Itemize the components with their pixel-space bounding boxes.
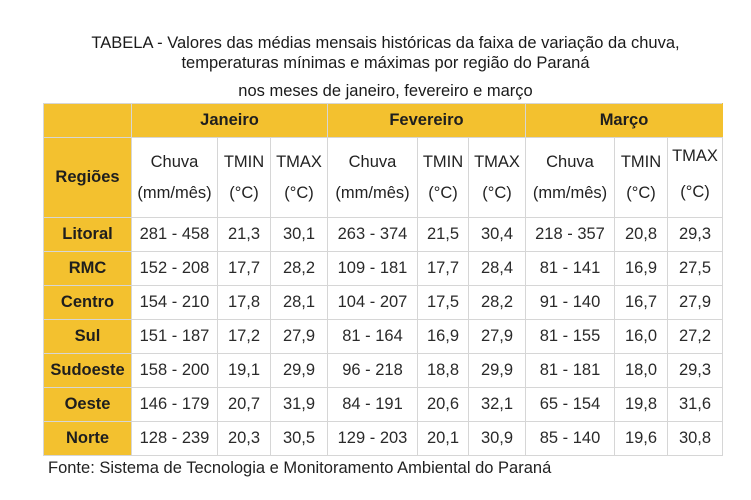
cell-fev-tmax: 29,9 (468, 353, 526, 388)
cell-jan-tmax: 28,2 (270, 251, 328, 286)
cell-jan-tmin: 17,8 (217, 285, 271, 320)
cell-jan-tmin: 21,3 (217, 217, 271, 252)
region-name: Norte (43, 421, 132, 456)
cell-fev-chuva: 129 - 203 (327, 421, 418, 456)
cell-mar-tmin: 16,7 (614, 285, 668, 320)
cell-mar-tmax: 27,2 (667, 319, 723, 354)
cell-fev-tmin: 20,6 (417, 387, 469, 422)
col-header-mar-tmax: TMAX (°C) (667, 137, 723, 218)
col-header-mar-chuva: Chuva (mm/mês) (525, 137, 615, 218)
region-name: Centro (43, 285, 132, 320)
cell-mar-tmax: 29,3 (667, 217, 723, 252)
corner-cell (43, 103, 132, 138)
cell-fev-tmax: 30,4 (468, 217, 526, 252)
cell-fev-tmin: 16,9 (417, 319, 469, 354)
table-row-oeste: Oeste 146 - 179 20,7 31,9 84 - 191 20,6 … (43, 387, 723, 422)
cell-mar-tmin: 19,6 (614, 421, 668, 456)
cell-mar-tmin: 18,0 (614, 353, 668, 388)
cell-fev-tmax: 28,2 (468, 285, 526, 320)
table-row-sudoeste: Sudoeste 158 - 200 19,1 29,9 96 - 218 18… (43, 353, 723, 388)
cell-jan-tmax: 27,9 (270, 319, 328, 354)
cell-fev-tmax: 27,9 (468, 319, 526, 354)
cell-fev-chuva: 104 - 207 (327, 285, 418, 320)
table-row-centro: Centro 154 - 210 17,8 28,1 104 - 207 17,… (43, 285, 723, 320)
cell-mar-chuva: 91 - 140 (525, 285, 615, 320)
cell-mar-tmin: 20,8 (614, 217, 668, 252)
cell-mar-chuva: 218 - 357 (525, 217, 615, 252)
region-name: Litoral (43, 217, 132, 252)
cell-jan-tmax: 29,9 (270, 353, 328, 388)
cell-fev-chuva: 263 - 374 (327, 217, 418, 252)
cell-jan-tmin: 20,7 (217, 387, 271, 422)
cell-jan-tmax: 31,9 (270, 387, 328, 422)
month-header-row: Janeiro Fevereiro Março (43, 103, 723, 138)
cell-jan-chuva: 146 - 179 (131, 387, 218, 422)
table-row-norte: Norte 128 - 239 20,3 30,5 129 - 203 20,1… (43, 421, 723, 456)
col-header-jan-tmax: TMAX (°C) (270, 137, 328, 218)
cell-jan-chuva: 128 - 239 (131, 421, 218, 456)
cell-jan-tmax: 30,1 (270, 217, 328, 252)
regions-header: Regiões (43, 137, 132, 218)
cell-mar-tmin: 16,9 (614, 251, 668, 286)
region-name: RMC (43, 251, 132, 286)
cell-mar-tmax: 31,6 (667, 387, 723, 422)
cell-fev-tmin: 20,1 (417, 421, 469, 456)
cell-mar-tmin: 16,0 (614, 319, 668, 354)
climate-table: Janeiro Fevereiro Março Regiões Chuva (mm… (43, 103, 723, 456)
cell-jan-chuva: 158 - 200 (131, 353, 218, 388)
cell-mar-tmin: 19,8 (614, 387, 668, 422)
cell-fev-tmax: 32,1 (468, 387, 526, 422)
cell-fev-chuva: 84 - 191 (327, 387, 418, 422)
cell-mar-chuva: 81 - 181 (525, 353, 615, 388)
col-header-mar-tmin: TMIN (°C) (614, 137, 668, 218)
col-header-jan-chuva: Chuva (mm/mês) (131, 137, 218, 218)
table-title-line-2: temperaturas mínimas e máximas por regiã… (181, 54, 590, 72)
cell-jan-chuva: 152 - 208 (131, 251, 218, 286)
cell-jan-tmin: 20,3 (217, 421, 271, 456)
table-title-line-1: TABELA - Valores das médias mensais hist… (91, 34, 680, 52)
cell-jan-tmax: 30,5 (270, 421, 328, 456)
cell-mar-tmax: 27,5 (667, 251, 723, 286)
cell-jan-tmax: 28,1 (270, 285, 328, 320)
cell-mar-tmax: 30,8 (667, 421, 723, 456)
cell-jan-chuva: 154 - 210 (131, 285, 218, 320)
cell-fev-chuva: 109 - 181 (327, 251, 418, 286)
region-name: Sudoeste (43, 353, 132, 388)
region-name: Oeste (43, 387, 132, 422)
col-header-fev-chuva: Chuva (mm/mês) (327, 137, 418, 218)
col-header-fev-tmax: TMAX (°C) (468, 137, 526, 218)
cell-fev-tmin: 17,7 (417, 251, 469, 286)
table-row-sul: Sul 151 - 187 17,2 27,9 81 - 164 16,9 27… (43, 319, 723, 354)
month-header-marco: Março (525, 103, 723, 138)
cell-fev-tmax: 28,4 (468, 251, 526, 286)
month-header-janeiro: Janeiro (131, 103, 328, 138)
cell-fev-chuva: 81 - 164 (327, 319, 418, 354)
column-header-row: Regiões Chuva (mm/mês) TMIN (°C) TMAX (°C) … (43, 137, 723, 218)
cell-mar-chuva: 85 - 140 (525, 421, 615, 456)
cell-jan-tmin: 17,7 (217, 251, 271, 286)
table-row-rmc: RMC 152 - 208 17,7 28,2 109 - 181 17,7 2… (43, 251, 723, 286)
region-name: Sul (43, 319, 132, 354)
cell-jan-tmin: 17,2 (217, 319, 271, 354)
cell-fev-tmin: 21,5 (417, 217, 469, 252)
col-header-jan-tmin: TMIN (°C) (217, 137, 271, 218)
cell-mar-chuva: 65 - 154 (525, 387, 615, 422)
cell-jan-chuva: 281 - 458 (131, 217, 218, 252)
table-row-litoral: Litoral 281 - 458 21,3 30,1 263 - 374 21… (43, 217, 723, 252)
cell-fev-chuva: 96 - 218 (327, 353, 418, 388)
month-header-fevereiro: Fevereiro (327, 103, 526, 138)
cell-mar-chuva: 81 - 155 (525, 319, 615, 354)
source-note: Fonte: Sistema de Tecnologia e Monitoram… (48, 459, 552, 477)
col-header-fev-tmin: TMIN (°C) (417, 137, 469, 218)
cell-fev-tmin: 17,5 (417, 285, 469, 320)
cell-fev-tmax: 30,9 (468, 421, 526, 456)
cell-fev-tmin: 18,8 (417, 353, 469, 388)
cell-jan-tmin: 19,1 (217, 353, 271, 388)
cell-jan-chuva: 151 - 187 (131, 319, 218, 354)
cell-mar-chuva: 81 - 141 (525, 251, 615, 286)
cell-mar-tmax: 27,9 (667, 285, 723, 320)
cell-mar-tmax: 29,3 (667, 353, 723, 388)
table-title-line-3: nos meses de janeiro, fevereiro e março (238, 82, 533, 100)
